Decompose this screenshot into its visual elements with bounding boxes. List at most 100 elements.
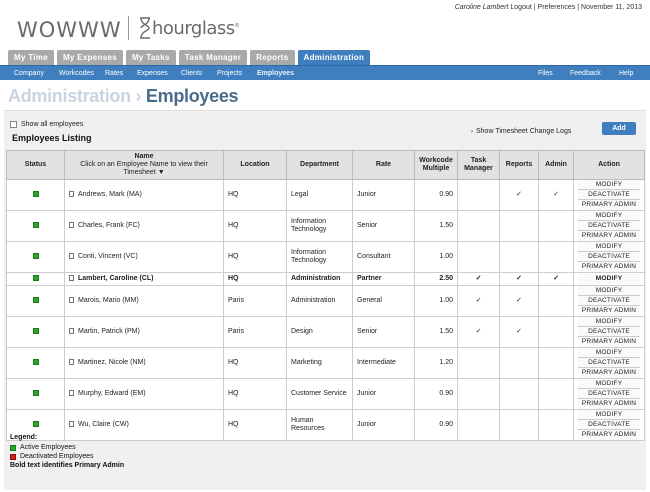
workcode-multiple-cell: 0.90 [414,409,458,441]
task-manager-cell [457,210,500,242]
primary-admin-button[interactable]: PRIMARY ADMIN [578,306,640,316]
header-name: Name Click on an Employee Name to view t… [64,150,224,180]
department-cell: Legal [286,179,353,211]
deactivate-button[interactable]: DEACTIVATE [578,296,640,306]
logout-link[interactable]: Logout [510,4,532,11]
task-manager-cell [457,347,500,379]
primary-admin-button[interactable]: PRIMARY ADMIN [578,200,640,210]
active-status-icon [32,327,39,334]
employee-name-link[interactable]: Andrews, Mark (MA) [78,191,142,198]
document-icon [69,390,74,397]
reports-cell: ✓ [499,316,539,348]
employees-table: Status Name Click on an Employee Name to… [6,150,645,441]
employee-name-cell: Lambert, Caroline (CL) [64,272,224,286]
admin-cell [538,210,574,242]
show-change-logs[interactable]: › Show Timesheet Change Logs [471,128,571,135]
subnav-expenses[interactable]: Expenses [137,70,168,77]
admin-cell [538,378,574,410]
header-department: Department [286,150,353,180]
primary-admin-button[interactable]: PRIMARY ADMIN [578,368,640,378]
primary-admin-button[interactable]: PRIMARY ADMIN [578,262,640,272]
rate-cell: Junior [352,179,415,211]
primary-admin-button[interactable]: PRIMARY ADMIN [578,337,640,347]
check-icon: ✓ [553,275,559,282]
modify-button[interactable]: MODIFY [578,286,640,296]
subnav-projects[interactable]: Projects [217,70,243,77]
rate-cell: Senior [352,316,415,348]
modify-button[interactable]: MODIFY [578,410,640,420]
task-manager-cell: ✓ [457,272,500,286]
tab-administration[interactable]: Administration [297,50,371,65]
active-status-icon [32,420,39,427]
subnav-employees[interactable]: Employees [257,70,294,77]
employee-name-link[interactable]: Wu, Claire (CW) [78,421,129,428]
employee-name-link[interactable]: Marois, Mario (MM) [78,297,139,304]
deactivate-button[interactable]: DEACTIVATE [578,389,640,399]
deactivate-button[interactable]: DEACTIVATE [578,327,640,337]
legend-deactivated: Deactivated Employees [10,453,124,460]
modify-button[interactable]: MODIFY [578,379,640,389]
page-title: Administration › Employees [8,86,239,107]
add-employee-button[interactable]: Add [602,122,636,135]
deactivate-button[interactable]: DEACTIVATE [578,190,640,200]
table-row: Martin, Patrick (PM) Paris Design Senior 1.5… [6,316,645,348]
triangle-right-icon: › [471,128,473,135]
deactivate-button[interactable]: DEACTIVATE [578,252,640,262]
tab-my-tasks[interactable]: My Tasks [125,50,176,65]
rate-cell: Consultant [352,241,415,273]
deactivate-button[interactable]: DEACTIVATE [578,221,640,231]
main-tabs: My Time My Expenses My Tasks Task Manage… [8,50,371,65]
separator: | [533,4,536,11]
subnav-feedback[interactable]: Feedback [570,70,601,77]
department-cell: Information Technology [286,241,353,273]
header-name-subtitle: Click on an Employee Name to view their … [80,161,208,176]
primary-admin-button[interactable]: PRIMARY ADMIN [578,231,640,241]
rate-cell: Junior [352,378,415,410]
subnav-company[interactable]: Company [14,70,44,77]
action-cell: MODIFY DEACTIVATE PRIMARY ADMIN [573,179,645,211]
modify-button[interactable]: MODIFY [578,242,640,252]
subnav-files[interactable]: Files [538,70,553,77]
employee-name-link[interactable]: Murphy, Edward (EM) [78,390,146,397]
legend: Legend: Active Employees Deactivated Emp… [10,434,124,469]
subnav-rates[interactable]: Rates [105,70,124,77]
employee-name-link[interactable]: Charles, Frank (FC) [78,222,140,229]
employee-name-link[interactable]: Lambert, Caroline (CL) [78,275,154,282]
subnav-workcodes[interactable]: Workcodes [59,70,94,77]
deactivate-button[interactable]: DEACTIVATE [578,358,640,368]
primary-admin-button[interactable]: PRIMARY ADMIN [578,399,640,409]
active-status-icon [32,190,39,197]
employee-name-link[interactable]: Martin, Patrick (PM) [78,328,140,335]
task-manager-cell [457,179,500,211]
table-row: Marois, Mario (MM) Paris Administration Gen… [6,285,645,317]
admin-cell [538,347,574,379]
deactivate-button[interactable]: DEACTIVATE [578,420,640,430]
modify-button[interactable]: MODIFY [578,180,640,190]
tab-reports[interactable]: Reports [250,50,295,65]
tab-my-expenses[interactable]: My Expenses [56,50,123,65]
employee-name-link[interactable]: Conti, Vincent (VC) [78,253,138,260]
modify-button[interactable]: MODIFY [578,317,640,327]
modify-button[interactable]: MODIFY [578,211,640,221]
preferences-link[interactable]: Preferences [537,4,576,11]
active-status-icon [32,221,39,228]
employee-name-link[interactable]: Martinez, Nicole (NM) [78,359,146,366]
subnav-clients[interactable]: Clients [181,70,203,77]
task-manager-cell [457,241,500,273]
status-cell [6,409,65,441]
show-change-logs-label: Show Timesheet Change Logs [476,128,572,135]
show-all-employees: Show all employees [10,121,83,128]
tab-my-time[interactable]: My Time [8,50,54,65]
workcode-multiple-cell: 2.50 [414,272,458,286]
show-all-checkbox[interactable] [10,121,17,128]
location-cell: Paris [223,285,287,317]
modify-button[interactable]: MODIFY [578,274,640,284]
active-status-icon [32,389,39,396]
department-cell: Administration [286,272,353,286]
document-icon [69,328,74,335]
modify-button[interactable]: MODIFY [578,348,640,358]
primary-admin-button[interactable]: PRIMARY ADMIN [578,430,640,440]
tab-task-manager[interactable]: Task Manager [178,50,248,65]
subnav-help[interactable]: Help [619,70,634,77]
rate-cell: Junior [352,409,415,441]
